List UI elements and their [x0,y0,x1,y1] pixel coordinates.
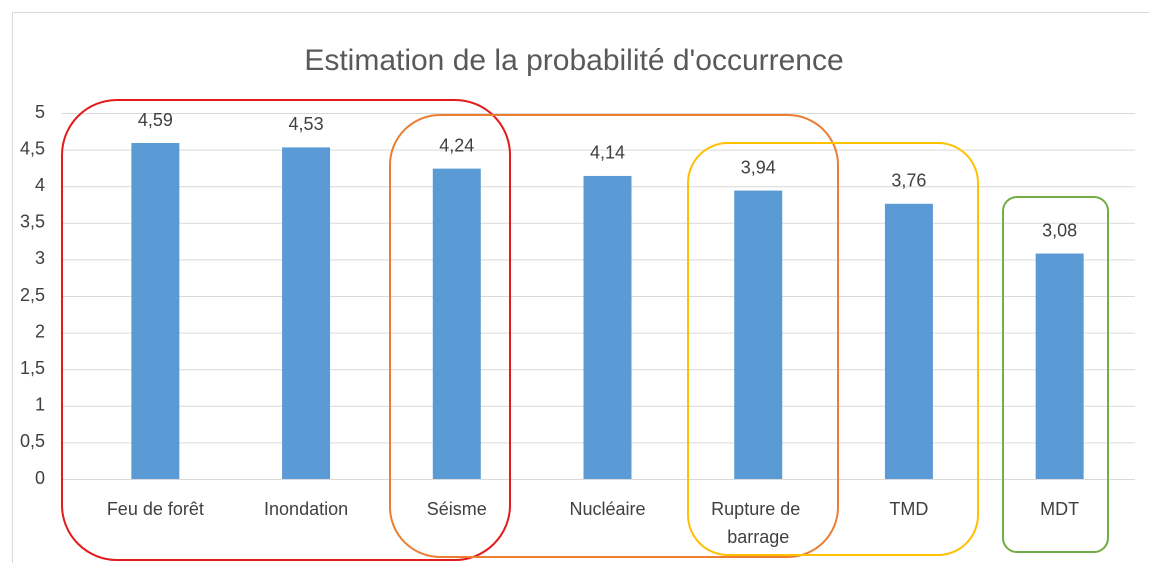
y-tick-label: 0,5 [20,431,45,451]
y-tick-label: 4 [35,175,45,195]
group-outline [1002,196,1109,553]
x-tick-label: Feu de forêt [107,499,204,519]
data-label: 4,24 [439,135,474,155]
y-tick-label: 5 [35,102,45,122]
chart-border [12,12,1149,563]
bar [884,203,933,479]
bar [282,147,331,480]
group-outline [389,114,839,558]
bar [432,168,481,479]
data-label: 3,94 [741,157,776,177]
data-label: 3,08 [1042,220,1077,240]
y-tick-label: 2 [35,321,45,341]
y-tick-label: 3 [35,248,45,268]
group-outline [687,142,979,556]
y-tick-label: 0 [35,468,45,488]
data-label: 4,59 [138,110,173,130]
x-tick-label: Nucléaire [569,499,645,519]
y-tick-label: 4,5 [20,138,45,158]
x-tick-label: MDT [1040,499,1079,519]
y-tick-label: 1 [35,395,45,415]
bar [1035,253,1084,479]
y-tick-label: 1,5 [20,358,45,378]
bar [734,190,783,480]
group-outline [61,99,511,561]
data-label: 4,53 [289,114,324,134]
x-tick-label: Inondation [264,499,348,519]
y-tick-label: 2,5 [20,285,45,305]
group-outlines [61,99,1109,561]
bar [131,143,180,479]
chart-title: Estimation de la probabilité d'occurrenc… [304,44,843,77]
x-tick-label: Rupture de barrage [711,499,805,547]
x-tick-label: Séisme [427,499,487,519]
plot: 0 0,5 1 1,5 2 2,5 3 3,5 4 4,5 5 Feu de forêt 4,59 Ino… [20,102,1135,547]
bar [583,175,632,479]
data-label: 3,76 [891,171,926,191]
y-tick-label: 3,5 [20,212,45,232]
x-tick-label: TMD [889,499,928,519]
data-label: 4,14 [590,143,625,163]
